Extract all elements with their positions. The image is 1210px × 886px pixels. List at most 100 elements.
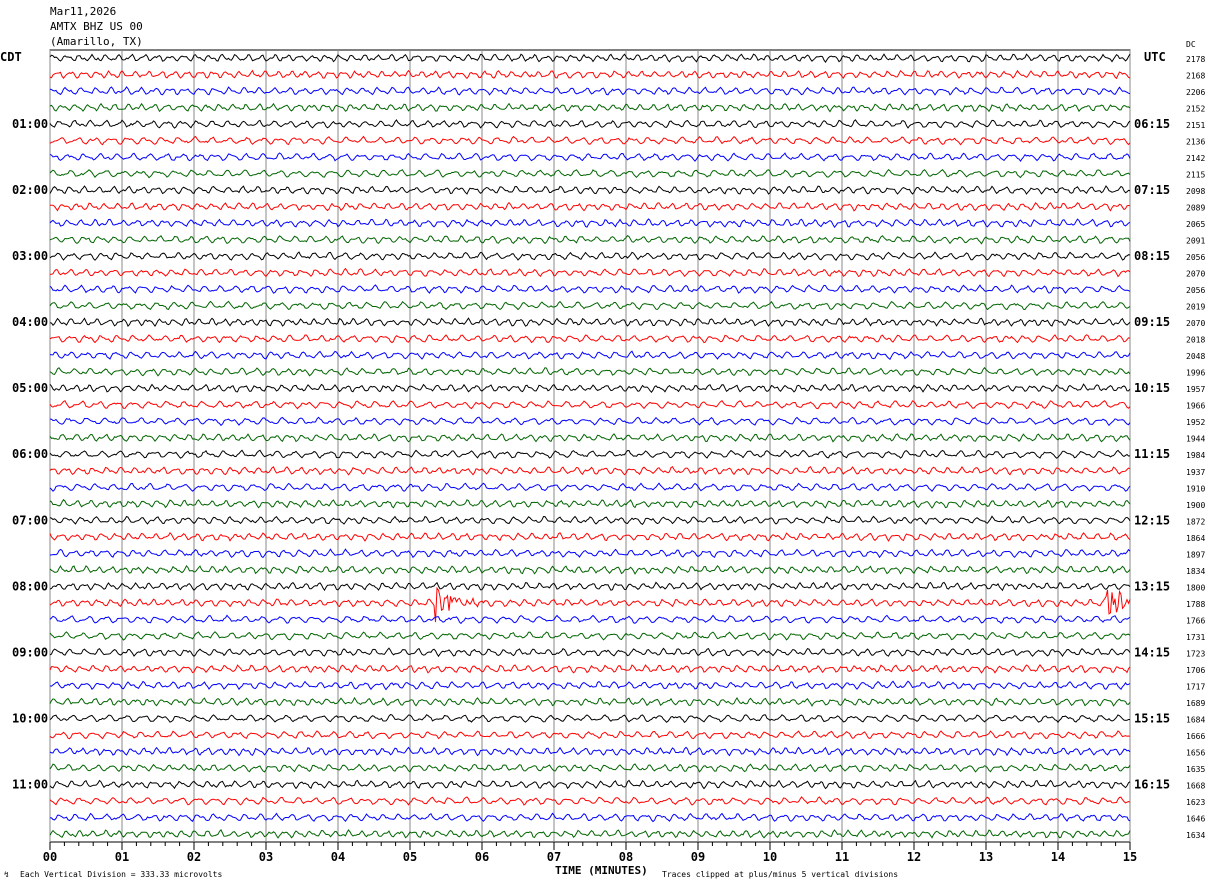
right-time-label: 09:15 <box>1134 315 1170 329</box>
right-time-label: 11:15 <box>1134 447 1170 461</box>
dc-offset-label: 1834 <box>1186 567 1205 576</box>
seismic-trace <box>49 366 1131 377</box>
left-time-label: 03:00 <box>12 249 48 263</box>
seismic-trace <box>49 53 1131 63</box>
dc-offset-label: 2206 <box>1186 88 1205 97</box>
plot-frame <box>49 49 1131 843</box>
date-label: Mar11,2026 <box>50 5 117 18</box>
x-tick-label: 15 <box>1123 850 1137 864</box>
scale-icon: ↯ <box>4 870 9 879</box>
seismic-trace <box>49 680 1131 691</box>
dc-offset-label: 1984 <box>1186 451 1205 460</box>
x-tick-label: 08 <box>619 850 633 864</box>
right-time-label: 08:15 <box>1134 249 1170 263</box>
dc-offset-label: 2151 <box>1186 121 1205 130</box>
dc-offset-label: 1656 <box>1186 748 1205 757</box>
x-axis-label: TIME (MINUTES) <box>555 864 648 877</box>
right-time-label: 07:15 <box>1134 183 1170 197</box>
left-timezone: CDT <box>0 50 22 64</box>
seismic-trace <box>49 548 1131 559</box>
seismic-trace <box>49 586 1131 623</box>
x-tick-label: 11 <box>835 850 849 864</box>
seismic-trace <box>49 696 1131 707</box>
seismic-trace <box>49 152 1131 162</box>
seismic-trace <box>49 201 1131 212</box>
dc-offset-label: 1623 <box>1186 798 1205 807</box>
seismic-trace <box>49 730 1131 740</box>
scale-note: Each Vertical Division = 333.33 microvol… <box>20 870 223 879</box>
seismic-trace <box>49 102 1131 113</box>
dc-offset-label: 2115 <box>1186 171 1205 180</box>
dc-offset-label: 1952 <box>1186 418 1205 427</box>
right-time-label: 15:15 <box>1134 711 1170 725</box>
seismic-trace <box>49 829 1131 839</box>
dc-offset-label: 2065 <box>1186 220 1205 229</box>
left-time-label: 07:00 <box>12 513 48 527</box>
dc-offset-label: 1635 <box>1186 765 1205 774</box>
seismic-trace <box>49 284 1131 295</box>
x-tick-label: 07 <box>547 850 561 864</box>
right-time-label: 16:15 <box>1134 777 1170 791</box>
location-label: (Amarillo, TX) <box>50 35 143 48</box>
dc-offset-label: 1910 <box>1186 484 1205 493</box>
dc-offset-label: 2048 <box>1186 352 1205 361</box>
station-label: AMTX BHZ US 00 <box>50 20 143 33</box>
dc-offset-label: 1766 <box>1186 616 1205 625</box>
x-tick-label: 06 <box>475 850 489 864</box>
dc-offset-label: 1646 <box>1186 814 1205 823</box>
seismic-trace <box>49 267 1131 278</box>
x-tick-label: 01 <box>115 850 129 864</box>
seismic-trace <box>49 383 1131 393</box>
dc-offset-label: 1800 <box>1186 583 1205 592</box>
x-tick-label: 14 <box>1051 850 1065 864</box>
dc-offset-label: 2056 <box>1186 253 1205 262</box>
dc-offset-label: 2019 <box>1186 303 1205 312</box>
seismic-trace <box>49 779 1131 790</box>
seismic-trace <box>49 796 1131 806</box>
dc-offset-label: 1944 <box>1186 435 1205 444</box>
dc-offset-label: 2168 <box>1186 72 1205 81</box>
right-time-label: 06:15 <box>1134 117 1170 131</box>
dc-offset-label: 2070 <box>1186 270 1205 279</box>
x-tick-label: 09 <box>691 850 705 864</box>
seismic-trace <box>49 515 1131 525</box>
seismic-trace <box>49 400 1131 410</box>
seismic-trace <box>49 449 1131 459</box>
seismic-trace <box>49 433 1131 443</box>
seismic-trace <box>49 812 1131 823</box>
dc-offset-label: 1996 <box>1186 369 1205 378</box>
right-time-label: 10:15 <box>1134 381 1170 395</box>
seismic-trace <box>49 614 1131 625</box>
left-time-label: 04:00 <box>12 315 48 329</box>
right-time-label: 12:15 <box>1134 513 1170 527</box>
dc-offset-label: 1900 <box>1186 501 1205 510</box>
x-tick-label: 05 <box>403 850 417 864</box>
seismic-trace <box>49 482 1131 492</box>
dc-offset-label: 2070 <box>1186 319 1205 328</box>
dc-offset-label: 1957 <box>1186 385 1205 394</box>
dc-offset-label: 1666 <box>1186 732 1205 741</box>
seismic-trace <box>49 746 1131 757</box>
dc-offset-label: 2178 <box>1186 55 1205 64</box>
seismic-trace <box>49 218 1131 228</box>
left-time-label: 06:00 <box>12 447 48 461</box>
dc-offset-label: 2018 <box>1186 336 1205 345</box>
seismic-trace <box>49 317 1131 328</box>
dc-offset-label: 2098 <box>1186 187 1205 196</box>
seismic-trace <box>49 135 1131 146</box>
left-time-label: 05:00 <box>12 381 48 395</box>
seismic-trace <box>49 185 1131 195</box>
seismic-trace <box>49 714 1130 724</box>
dc-offset-label: 1731 <box>1186 633 1205 642</box>
x-tick-label: 10 <box>763 850 777 864</box>
seismic-trace <box>49 498 1131 509</box>
dc-offset-label: 2152 <box>1186 105 1205 114</box>
left-time-label: 11:00 <box>12 777 48 791</box>
dc-offset-label: 2142 <box>1186 154 1205 163</box>
seismic-trace <box>49 531 1131 542</box>
seismic-trace <box>49 416 1131 427</box>
x-tick-label: 03 <box>259 850 273 864</box>
seismic-trace <box>49 631 1131 641</box>
x-tick-label: 12 <box>907 850 921 864</box>
